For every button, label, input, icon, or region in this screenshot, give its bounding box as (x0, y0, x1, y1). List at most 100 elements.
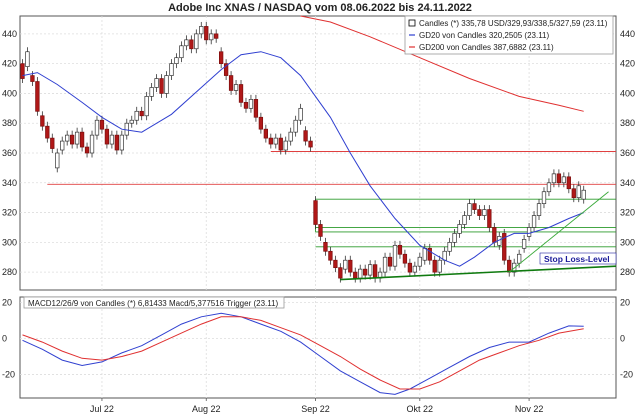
candle-body (392, 244, 398, 267)
candle-body (30, 75, 35, 82)
price-y-tick-label-right: 360 (620, 148, 635, 158)
candle-body (308, 140, 313, 148)
candle-body (338, 267, 343, 279)
price-y-tick-label-left: 280 (2, 267, 17, 277)
candle-body (472, 203, 477, 210)
candle-body (233, 84, 239, 91)
candle-body (228, 75, 234, 91)
candle-body (159, 78, 164, 94)
candle-body (164, 75, 169, 94)
candle-body (526, 227, 532, 237)
candle-body (149, 87, 154, 97)
candle-body (35, 81, 40, 112)
macd-legend: MACD12/26/9 von Candles (*) 6,81433 Macd… (23, 296, 285, 309)
candle-body (69, 134, 75, 145)
candle-body (457, 224, 462, 234)
candle-body (323, 241, 328, 252)
candle-body (65, 134, 70, 142)
candle-body (25, 51, 30, 67)
candle-body (199, 26, 204, 35)
candle-body (422, 247, 427, 261)
candle-body (462, 215, 467, 225)
candle-body (184, 39, 189, 47)
price-y-tick-label-right: 300 (620, 237, 635, 247)
x-tick-label: Okt 22 (407, 404, 434, 414)
candle-body (437, 259, 442, 273)
candle-body (452, 233, 457, 243)
macd-y-tick-label-left: 0 (2, 333, 7, 343)
price-y-tick-label-left: 440 (2, 29, 17, 39)
candle-body (482, 209, 487, 216)
macd-legend-box (23, 296, 285, 309)
price-y-tick-label-left: 360 (2, 148, 17, 158)
candle-body (194, 33, 199, 50)
candle-body (541, 191, 547, 204)
candle-body (214, 33, 219, 39)
candle-body (333, 259, 338, 269)
candle-body (546, 182, 552, 193)
price-y-tick-label-left: 380 (2, 118, 17, 128)
candle-body (487, 209, 492, 228)
candle-body (50, 137, 55, 149)
candle-body (45, 125, 50, 139)
price-y-tick-label-right: 420 (620, 59, 635, 69)
legend-box (404, 15, 614, 55)
price-y-tick-label-right: 440 (620, 29, 635, 39)
macd-series-macd-line (22, 312, 584, 395)
candle-body (84, 146, 90, 154)
candle-body (209, 33, 214, 41)
price-y-tick-label-left: 420 (2, 59, 17, 69)
x-tick-label: Jul 22 (90, 404, 114, 414)
candle-body (278, 137, 283, 151)
candle-body (273, 137, 278, 145)
candle-body (442, 250, 447, 261)
candle-body (119, 134, 124, 151)
stop-loss-box (539, 252, 617, 265)
candle-body (412, 265, 417, 273)
candles-legend-icon (408, 19, 416, 27)
macd-y-tick-label-right: 20 (620, 297, 630, 307)
stop-loss-label: Stop Loss-Level (544, 254, 610, 264)
candle-body (313, 200, 318, 225)
candle-body (219, 51, 224, 65)
candle-body (397, 244, 403, 255)
candle-body (536, 203, 542, 216)
candle-body (248, 99, 254, 109)
price-y-tick-label-right: 320 (620, 208, 635, 218)
price-y-tick-label-left: 400 (2, 88, 17, 98)
chart-title: Adobe Inc XNAS / NASDAQ vom 08.06.2022 b… (168, 2, 472, 14)
candle-body (387, 256, 393, 267)
candle-body (492, 227, 497, 243)
candle-body (382, 256, 388, 273)
candle-body (551, 173, 557, 184)
candle-body (174, 57, 179, 65)
candle-body (402, 253, 408, 264)
macd-y-tick-label-right: 0 (620, 333, 625, 343)
candle-body (571, 188, 576, 199)
candle-body (79, 131, 85, 148)
candle-body (502, 233, 507, 261)
macd-series-trigger-line (22, 316, 584, 390)
gd200-line (300, 15, 584, 112)
candle-body (283, 140, 288, 151)
candle-body (531, 215, 537, 228)
candle-body (238, 84, 244, 103)
candle-body (581, 189, 586, 200)
candle-body (328, 250, 333, 261)
candle-body (189, 39, 194, 50)
candle-body (293, 119, 298, 133)
x-tick-label: Sep 22 (301, 404, 330, 414)
macd-panel: -20 -20 0 0 20 20 (2, 296, 633, 399)
candle-body (363, 268, 368, 276)
candle-body (556, 173, 562, 184)
candle-body (55, 152, 60, 169)
candle-body (348, 259, 353, 273)
candle-body (60, 140, 65, 151)
support-trend-line (340, 265, 617, 281)
candle-body (109, 134, 115, 145)
candle-body (169, 63, 174, 76)
candle-body (104, 128, 110, 145)
candle-body (129, 119, 134, 124)
price-y-tick-label-left: 340 (2, 178, 17, 188)
